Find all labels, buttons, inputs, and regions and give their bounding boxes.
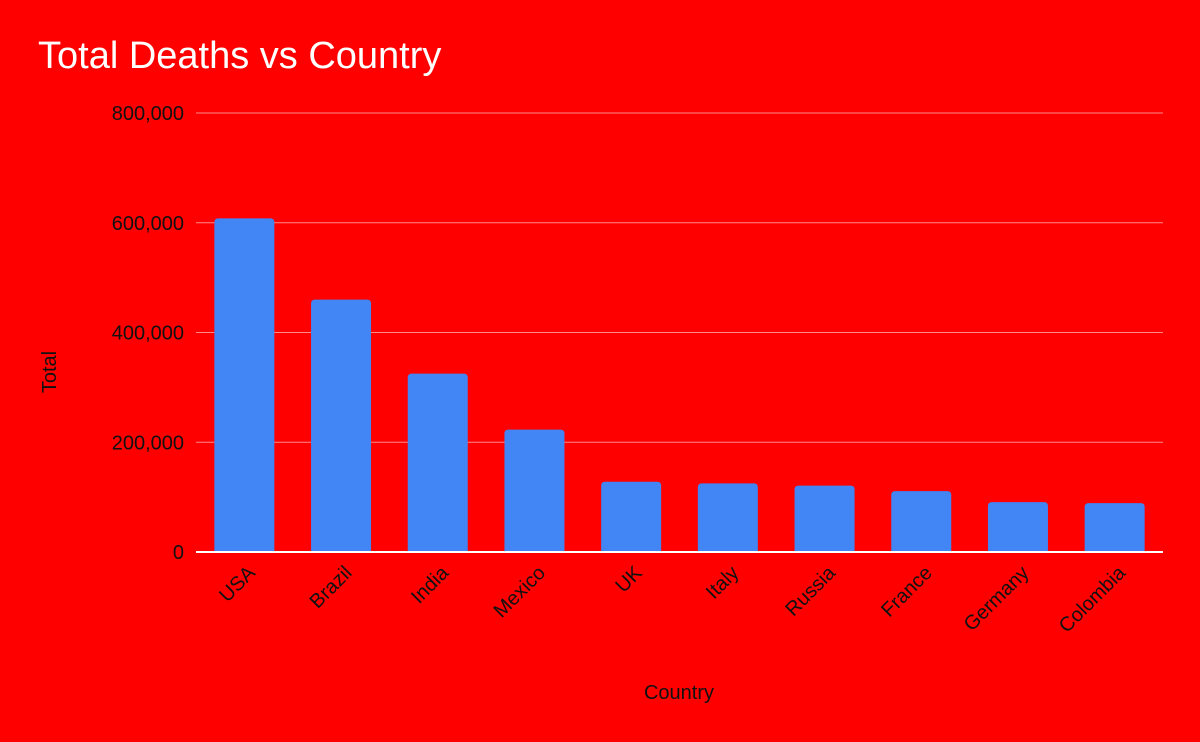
y-axis-title: Total [39,351,61,393]
y-tick-label: 0 [173,542,184,564]
bar-colombia [1084,503,1145,552]
bar-uk [601,481,662,552]
bar-usa [214,218,275,553]
y-tick-label: 600,000 [112,213,184,235]
y-tick-label: 400,000 [112,323,184,345]
chart-title: Total Deaths vs Country [38,35,441,77]
y-tick-label: 200,000 [112,432,184,454]
bar-italy [697,483,758,552]
bar-india [407,373,468,552]
bar-russia [794,485,855,552]
bar-mexico [504,429,565,552]
y-tick-label: 800,000 [112,103,184,125]
bar-germany [987,502,1048,552]
x-axis-title: Country [644,682,714,704]
bars [214,218,1145,553]
y-axis-ticks: 0 200,000 400,000 600,000 800,000 [112,103,184,564]
bar-brazil [311,299,372,552]
bar-france [891,491,952,552]
